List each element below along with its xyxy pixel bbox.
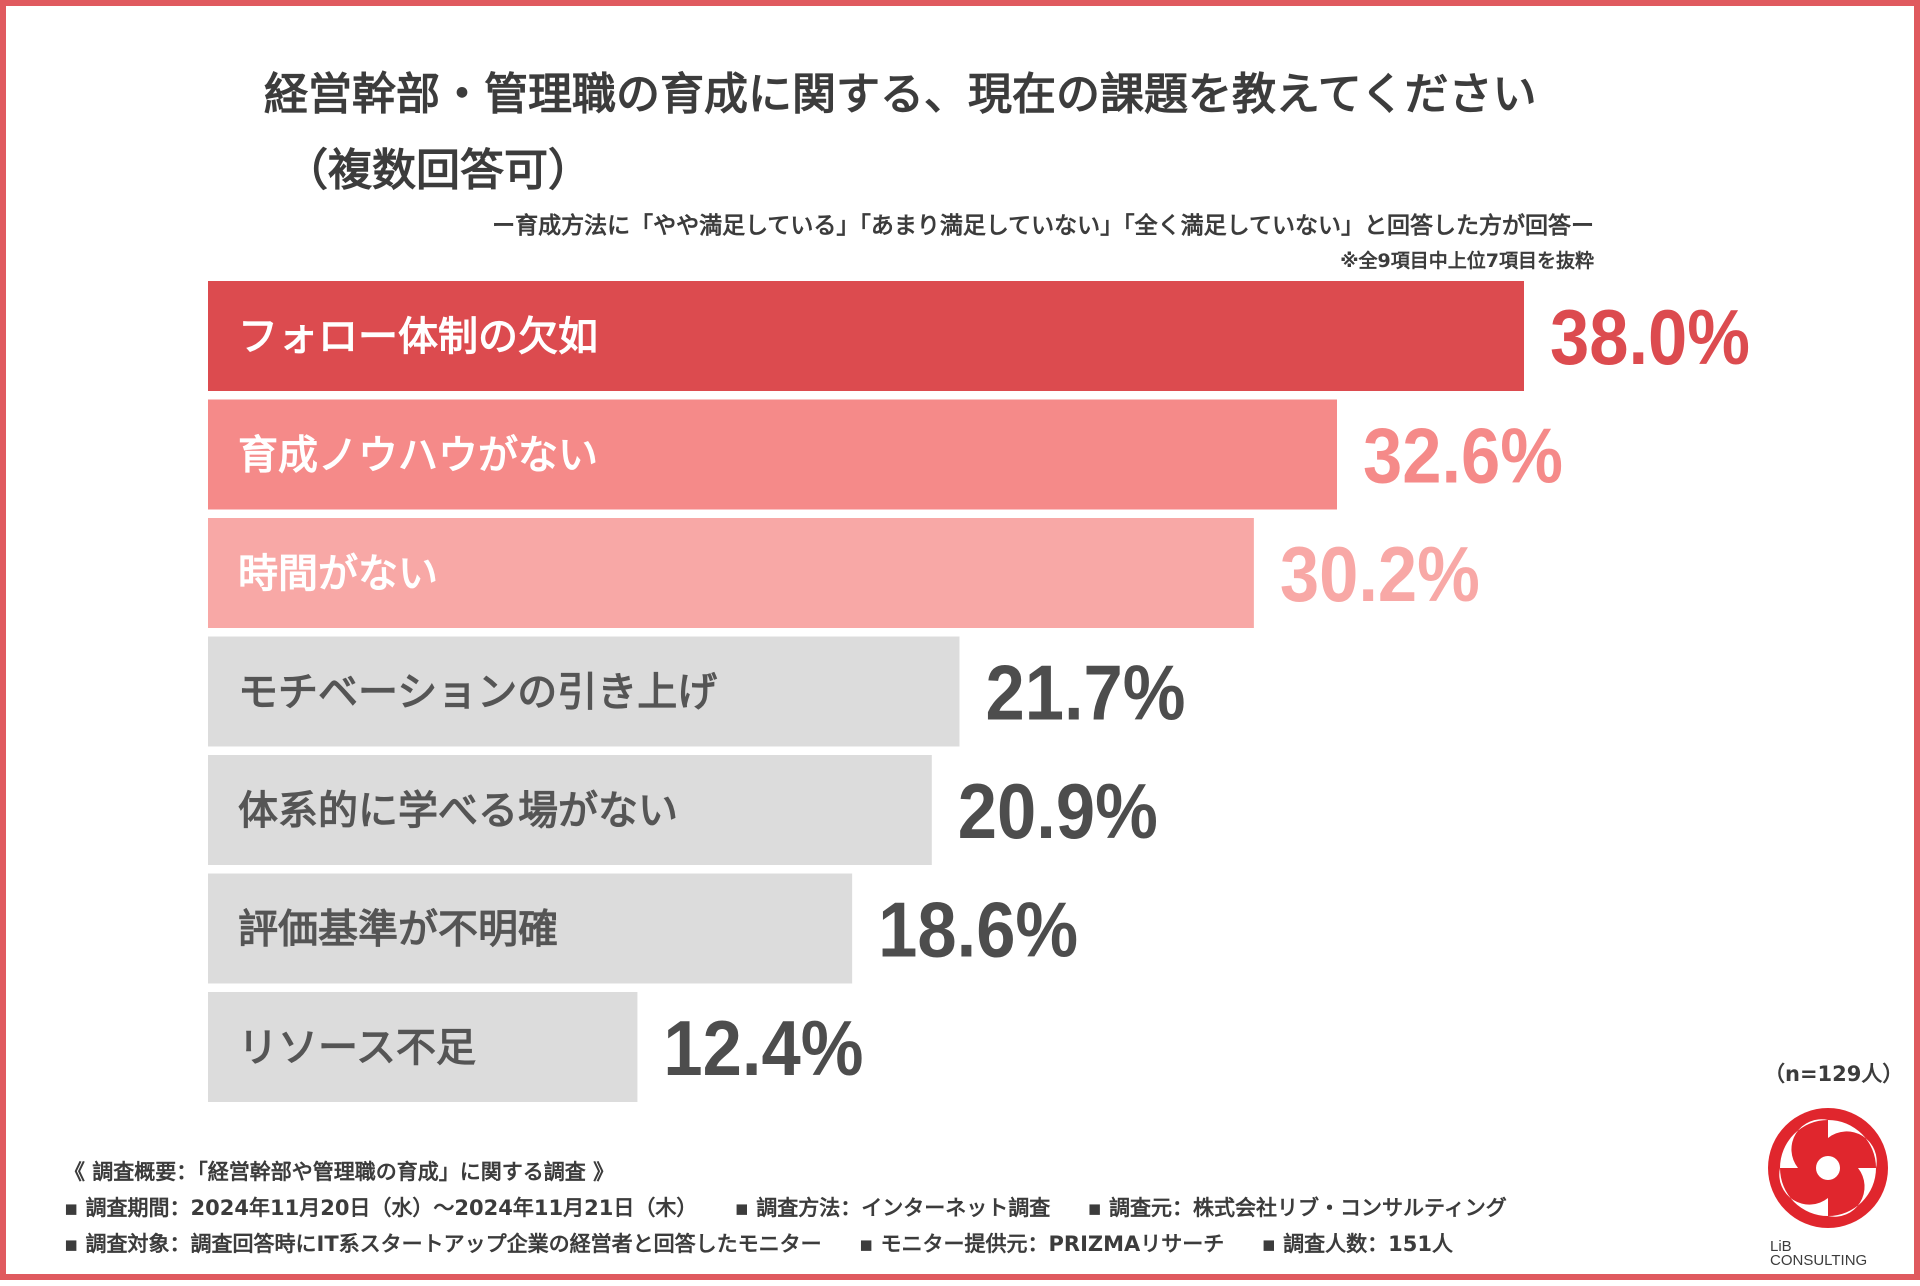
bar-group: フォロー体制の欠如 38.0% (208, 281, 1750, 391)
bar (208, 281, 1524, 391)
bar-category-label: 体系的に学べる場がない (238, 788, 678, 834)
bar-group: 時間がない 30.2% (208, 518, 1480, 628)
logo-text-consulting: CONSULTING (1770, 1252, 1868, 1269)
bar (208, 755, 932, 865)
bar-category-label: 時間がない (238, 551, 438, 597)
bar-group: リソース不足 12.4% (208, 992, 863, 1102)
sample-size: （n=129人） (1764, 1062, 1904, 1086)
bar (208, 992, 638, 1102)
lib-consulting-logo (1768, 1108, 1888, 1228)
bar-value-label: 18.6% (878, 886, 1078, 974)
bar-category-label: フォロー体制の欠如 (238, 314, 598, 360)
chart-note: ※全9項目中上位7項目を抜粋 (1340, 250, 1594, 272)
bar (208, 518, 1254, 628)
survey-summary: 《 調査概要：「経営幹部や管理職の育成」に関する調査 》 ▪ 調査期間：2024… (64, 1154, 1507, 1262)
bar-group: モチベーションの引き上げ 21.7% (208, 636, 1186, 747)
bar-category-label: リソース不足 (238, 1025, 476, 1071)
bar-value-label: 20.9% (958, 767, 1158, 855)
bar-category-label: 育成ノウハウがない (238, 433, 598, 479)
bar-value-label: 12.4% (663, 1004, 863, 1092)
bar-group: 体系的に学べる場がない 20.9% (208, 755, 1158, 865)
survey-provider: ▪ モニター提供元：PRIZMAリサーチ (859, 1232, 1225, 1256)
bar (208, 873, 853, 984)
bar-value-label: 21.7% (986, 649, 1186, 737)
survey-summary-title: 《 調査概要：「経営幹部や管理職の育成」に関する調査 》 (64, 1160, 615, 1184)
bar-value-label: 38.0% (1550, 293, 1750, 381)
survey-target: ▪ 調査対象：調査回答時にIT系スタートアップ企業の経営者と回答したモニター (64, 1232, 822, 1256)
survey-method: ▪ 調査方法：インターネット調査 (734, 1196, 1051, 1220)
bar-group: 育成ノウハウがない 32.6% (208, 399, 1563, 510)
bar-category-label: モチベーションの引き上げ (238, 670, 717, 716)
bar (208, 636, 960, 747)
bar-value-label: 32.6% (1363, 412, 1563, 500)
bar-group: 評価基準が不明確 18.6% (208, 873, 1078, 984)
chart-subtitle: ー育成方法に「やや満足している」「あまり満足していない」「全く満足していない」と… (492, 213, 1594, 239)
logo-text-lib: LiB (1770, 1238, 1792, 1255)
bar-chart: フォロー体制の欠如 38.0% 育成ノウハウがない 32.6% 時間がない 30.2% モチ… (208, 281, 1750, 1102)
survey-period: ▪ 調査期間：2024年11月20日（水）〜2024年11月21日（木） (64, 1196, 698, 1220)
chart-title-note: （複数回答可） (284, 145, 592, 196)
survey-count: ▪ 調査人数：151人 (1261, 1232, 1453, 1256)
bar-value-label: 30.2% (1280, 530, 1480, 618)
bar (208, 399, 1337, 510)
bar-category-label: 評価基準が不明確 (238, 907, 558, 953)
survey-organizer: ▪ 調査元：株式会社リブ・コンサルティング (1087, 1196, 1507, 1220)
chart-title: 経営幹部・管理職の育成に関する、現在の課題を教えてください (264, 69, 1537, 120)
